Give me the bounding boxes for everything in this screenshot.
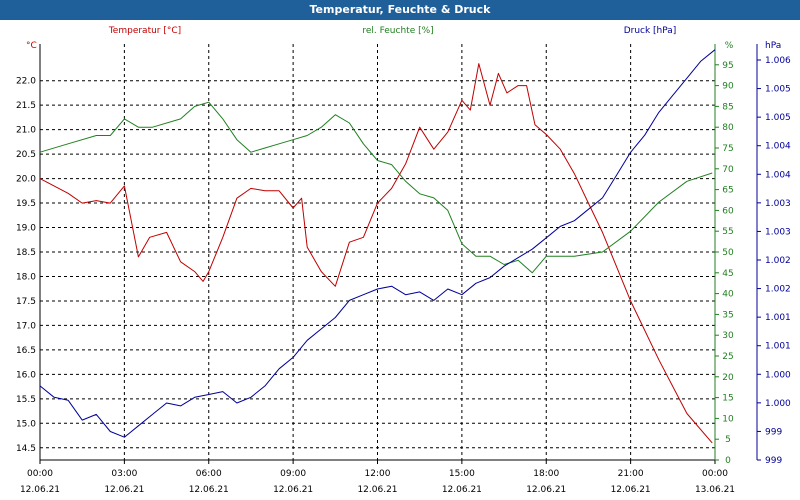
temp-tick-label: 19.0	[16, 224, 36, 234]
press-tick-label: 1.000	[765, 370, 791, 380]
hum-tick-label: 25	[722, 352, 733, 362]
hum-tick-label: 80	[722, 123, 734, 133]
press-tick-label: 1.002	[765, 285, 791, 295]
x-tick-time: 00:00	[27, 469, 53, 479]
hum-tick-label: 35	[722, 310, 733, 320]
axes	[39, 44, 761, 464]
pressure-line	[39, 49, 716, 438]
series-lines	[39, 49, 716, 444]
hum-tick-label: 5	[725, 435, 731, 445]
temp-tick-label: 19.5	[16, 199, 36, 209]
hum-tick-label: 0	[725, 456, 731, 466]
press-tick-label: 1.005	[765, 85, 791, 95]
press-tick-label: 1.004	[765, 142, 791, 152]
temp-tick-label: 14.5	[16, 444, 36, 454]
temp-tick-label: 22.0	[16, 77, 36, 87]
press-tick-label: 1.003	[765, 199, 791, 209]
hum-tick-label: 40	[722, 290, 734, 300]
hum-unit-label: %	[725, 41, 734, 51]
press-tick-label: 1.001	[765, 342, 791, 352]
x-tick-date: 12.06.21	[357, 485, 397, 495]
x-tick-time: 18:00	[533, 469, 559, 479]
temp-tick-label: 18.5	[16, 248, 36, 258]
temp-tick-label: 16.5	[16, 346, 36, 356]
hum-tick-label: 20	[722, 373, 734, 383]
hum-tick-label: 60	[722, 206, 734, 216]
temp-tick-label: 17.0	[16, 321, 36, 331]
temp-tick-label: 15.0	[16, 419, 36, 429]
temp-tick-label: 17.5	[16, 297, 36, 307]
temp-tick-label: 21.5	[16, 101, 36, 111]
humidity-line	[39, 101, 713, 274]
hum-axis-title: rel. Feuchte [%]	[362, 26, 433, 36]
hum-tick-label: 55	[722, 227, 733, 237]
x-tick-date: 12.06.21	[20, 485, 60, 495]
hum-tick-label: 95	[722, 61, 733, 71]
press-tick-label: 999	[765, 456, 782, 466]
hum-tick-label: 15	[722, 394, 733, 404]
hum-tick-label: 75	[722, 144, 733, 154]
press-tick-label: 1.005	[765, 113, 791, 123]
x-tick-time: 06:00	[196, 469, 222, 479]
press-tick-label: 1.004	[765, 170, 791, 180]
x-tick-time: 00:00	[702, 469, 728, 479]
press-tick-label: 1.002	[765, 256, 791, 266]
x-tick-date: 13.06.21	[695, 485, 735, 495]
press-unit-label: hPa	[765, 41, 781, 51]
temperature-line	[39, 63, 713, 444]
x-tick-date: 12.06.21	[104, 485, 144, 495]
axis-labels: 00:00 12.06.21 03:00 12.06.21 06:00 12.06.21 0…	[16, 26, 791, 495]
temp-tick-label: 21.0	[16, 126, 36, 136]
temp-unit-label: °C	[26, 41, 37, 51]
press-tick-label: 1.001	[765, 313, 791, 323]
x-tick-date: 12.06.21	[442, 485, 482, 495]
x-tick-date: 12.06.21	[526, 485, 566, 495]
press-tick-label: 999	[765, 427, 782, 437]
hum-tick-label: 50	[722, 248, 734, 258]
x-tick-time: 03:00	[111, 469, 137, 479]
window-title: Temperatur, Feuchte & Druck	[0, 0, 800, 20]
hum-tick-label: 70	[722, 165, 734, 175]
hum-tick-label: 10	[722, 414, 734, 424]
hum-tick-label: 45	[722, 269, 733, 279]
press-axis-title: Druck [hPa]	[624, 26, 677, 36]
press-tick-label: 1.000	[765, 399, 791, 409]
x-tick-date: 12.06.21	[611, 485, 651, 495]
temp-tick-label: 16.0	[16, 370, 36, 380]
hum-tick-label: 85	[722, 102, 733, 112]
x-tick-time: 21:00	[618, 469, 644, 479]
x-tick-date: 12.06.21	[273, 485, 313, 495]
x-tick-time: 12:00	[365, 469, 391, 479]
temp-tick-label: 15.5	[16, 395, 36, 405]
x-tick-time: 15:00	[449, 469, 475, 479]
temp-tick-label: 18.0	[16, 272, 36, 282]
hum-tick-label: 65	[722, 186, 733, 196]
hum-tick-label: 30	[722, 331, 734, 341]
temp-axis-title: Temperatur [°C]	[108, 26, 181, 36]
temp-tick-label: 20.5	[16, 150, 36, 160]
x-tick-date: 12.06.21	[189, 485, 229, 495]
press-tick-label: 1.006	[765, 56, 791, 66]
hum-tick-label: 90	[722, 82, 734, 92]
temp-tick-label: 20.0	[16, 175, 36, 185]
x-tick-time: 09:00	[280, 469, 306, 479]
press-tick-label: 1.003	[765, 227, 791, 237]
